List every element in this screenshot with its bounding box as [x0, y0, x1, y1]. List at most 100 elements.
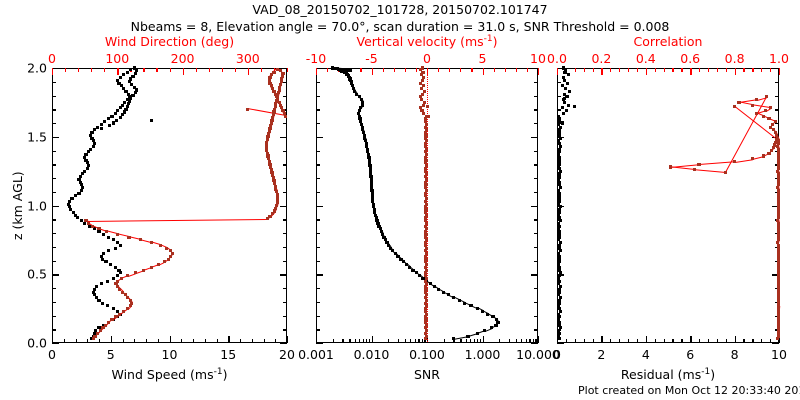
data-point — [557, 197, 561, 201]
y-minor-tick — [52, 219, 56, 221]
data-point — [88, 224, 92, 228]
x-bottom-tick-label: 5 — [106, 347, 115, 362]
x-bottom-tick-label: 10 — [161, 347, 178, 362]
data-point — [423, 194, 428, 198]
data-point — [557, 147, 561, 151]
data-point — [269, 168, 273, 172]
data-point — [557, 172, 561, 176]
data-point — [556, 263, 561, 267]
data-point — [424, 117, 428, 121]
y-tick — [316, 274, 323, 276]
x-top-minor-tick — [493, 68, 495, 72]
data-point — [557, 158, 561, 162]
data-point — [393, 252, 398, 256]
data-point — [78, 180, 82, 184]
data-point — [264, 146, 268, 150]
x-bottom-minor-tick — [240, 339, 242, 343]
data-point — [558, 235, 562, 239]
x-top-minor-tick — [583, 68, 585, 72]
data-point — [767, 117, 771, 121]
data-point — [558, 301, 562, 305]
data-point — [278, 69, 283, 73]
x-bottom-minor-tick — [87, 339, 89, 343]
y-minor-tick — [316, 191, 320, 194]
data-point — [424, 235, 428, 239]
data-point — [776, 296, 780, 300]
data-point — [424, 274, 428, 278]
data-point — [418, 81, 423, 85]
data-point — [357, 114, 361, 118]
x-top-tick-label: 0.4 — [635, 51, 656, 66]
data-point — [424, 293, 428, 297]
data-point — [424, 331, 428, 335]
data-point — [424, 320, 428, 324]
data-point — [777, 188, 781, 192]
data-point — [494, 323, 498, 327]
data-point — [423, 169, 428, 173]
data-point — [558, 125, 563, 129]
data-point — [387, 243, 391, 247]
x-bottom-minor-tick — [636, 339, 639, 343]
x-bottom-tick — [538, 336, 540, 343]
x-bottom-minor-tick — [418, 339, 420, 343]
data-point — [106, 320, 110, 324]
data-point — [90, 224, 95, 228]
x-bottom-minor-tick — [275, 339, 277, 343]
data-point — [556, 227, 561, 231]
data-point — [424, 216, 428, 220]
data-point — [436, 287, 440, 291]
y-minor-tick — [534, 315, 538, 317]
data-point — [117, 268, 121, 272]
x-bottom-minor-tick — [479, 339, 482, 343]
data-point — [557, 117, 562, 121]
data-point — [269, 165, 273, 169]
data-point — [79, 188, 83, 192]
data-point — [573, 104, 577, 109]
x-bottom-minor-tick — [535, 339, 537, 343]
data-point — [767, 151, 771, 155]
data-point — [421, 84, 425, 88]
data-point — [557, 274, 561, 278]
x-top-tick-label: 300 — [235, 51, 260, 66]
y-tick — [531, 68, 538, 70]
data-point — [419, 106, 423, 110]
data-point — [274, 95, 279, 99]
data-point — [123, 100, 127, 104]
data-point — [275, 67, 279, 71]
data-point — [339, 69, 343, 73]
x-bottom-tick-label: 2 — [597, 347, 606, 362]
y-minor-tick — [52, 95, 56, 97]
y-minor-tick — [283, 315, 287, 317]
data-point — [273, 104, 277, 109]
data-point — [424, 122, 428, 126]
data-point — [85, 161, 89, 165]
data-point — [557, 133, 561, 137]
data-point — [562, 66, 566, 70]
x-top-minor-tick — [707, 68, 710, 72]
data-point — [556, 304, 561, 308]
data-point — [558, 131, 562, 135]
data-point — [83, 155, 87, 159]
data-point — [170, 252, 174, 256]
x-bottom-minor-tick — [470, 339, 472, 343]
data-point — [558, 136, 562, 140]
data-point — [424, 164, 429, 168]
x-top-tick-label: 0.0 — [547, 51, 567, 66]
data-point — [110, 114, 114, 118]
data-point — [557, 257, 561, 261]
y-minor-tick — [52, 178, 56, 180]
y-minor-tick — [557, 95, 561, 97]
data-point — [281, 71, 285, 76]
x-top-minor-tick — [221, 68, 223, 72]
data-point — [557, 323, 561, 327]
x-bottom-minor-tick — [663, 339, 665, 343]
data-point — [564, 67, 568, 71]
y-tick-label: 1.5 — [27, 129, 47, 145]
data-point — [424, 334, 428, 338]
data-point — [558, 249, 562, 253]
data-point — [116, 309, 120, 313]
y-minor-tick — [534, 81, 538, 84]
x-top-tick — [52, 68, 54, 75]
data-point — [107, 124, 112, 128]
x-top-tick-label: -10 — [305, 51, 327, 66]
